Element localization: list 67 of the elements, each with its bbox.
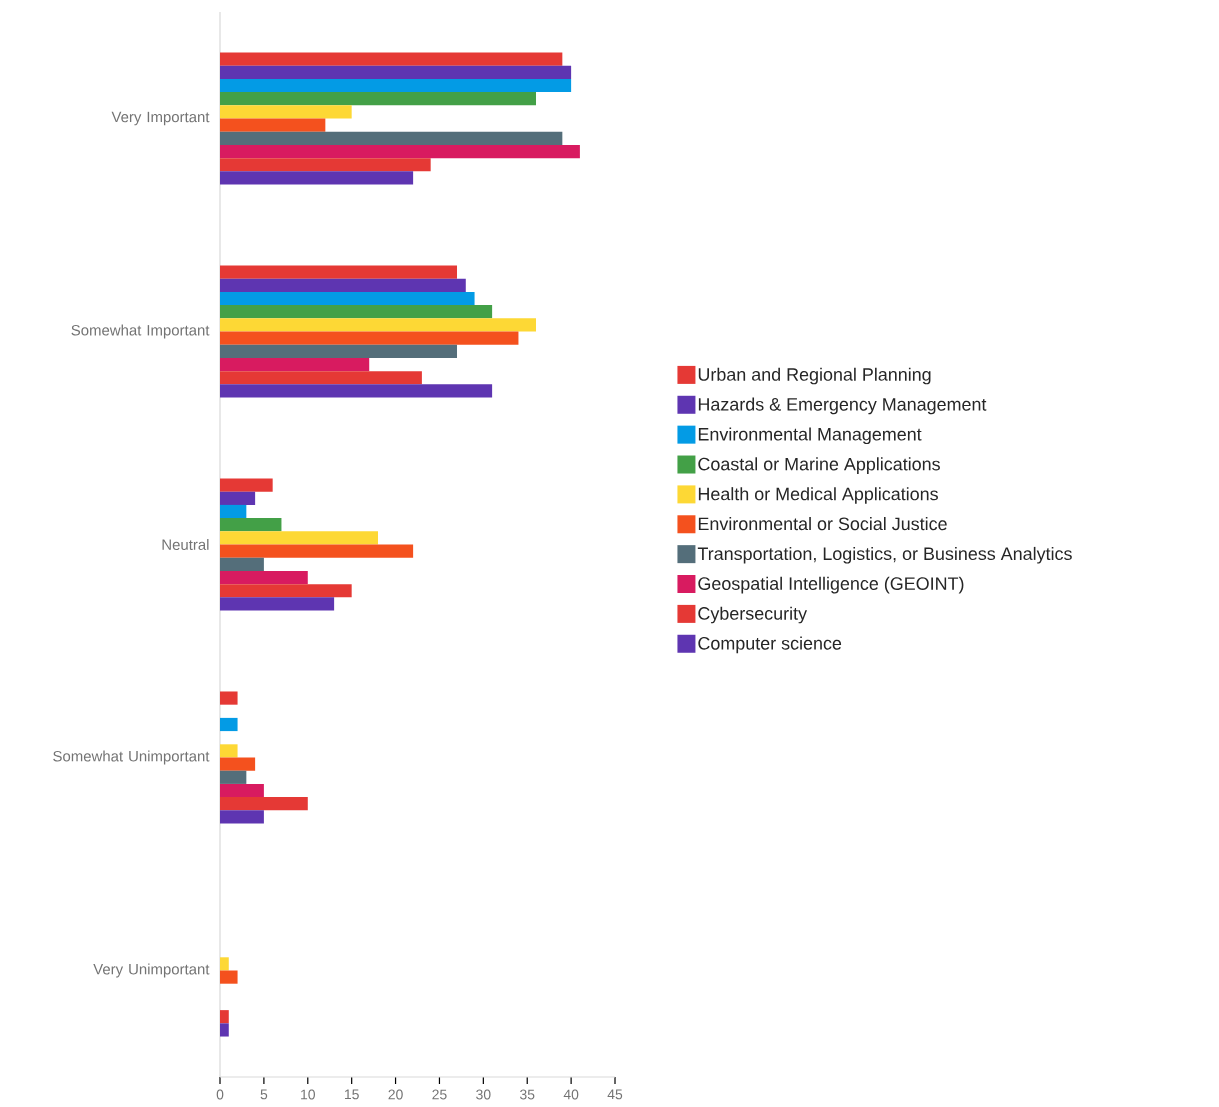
legend-label: Cybersecurity: [698, 606, 808, 624]
x-tick-label: 20: [388, 1089, 403, 1100]
bar: [220, 265, 458, 279]
bar: [220, 717, 238, 732]
legend-label: Environmental or Social Justice: [698, 517, 947, 531]
legend-label: Health or Medical Applications: [698, 487, 938, 504]
bar: [220, 52, 563, 66]
x-tick-label: 15: [344, 1089, 359, 1100]
bar: [220, 584, 352, 598]
legend-label: Urban and Regional Planning: [698, 367, 931, 385]
bar: [220, 757, 256, 771]
y-tick-label: Very Unimportant: [93, 963, 210, 978]
bar: [220, 518, 282, 532]
bar: [220, 504, 247, 519]
bar: [220, 1023, 229, 1037]
x-tick-label: 10: [301, 1089, 315, 1100]
bar: [220, 783, 264, 798]
bar: [220, 970, 238, 984]
bar: [220, 318, 537, 332]
bar: [220, 744, 238, 758]
bar: [220, 357, 370, 372]
bar: [220, 544, 414, 558]
bar: [220, 131, 563, 145]
x-tick-label: 5: [260, 1089, 268, 1100]
y-tick-label: Somewhat Important: [71, 324, 210, 339]
bar: [220, 78, 572, 93]
bar: [220, 291, 475, 306]
legend-label: Hazards & Emergency Management: [698, 397, 987, 415]
x-tick-label: 0: [216, 1089, 224, 1100]
bar: [220, 118, 326, 132]
x-tick-label: 30: [476, 1089, 491, 1100]
bar: [220, 278, 466, 292]
x-tick-label: 35: [520, 1089, 535, 1100]
bar: [220, 531, 379, 545]
legend-label: Computer science: [698, 636, 842, 654]
legend-label: Coastal or Marine Applications: [698, 457, 940, 474]
bar: [220, 491, 256, 505]
bar: [220, 144, 580, 159]
bar: [220, 557, 264, 571]
x-tick-label: 25: [432, 1089, 447, 1100]
bar: [220, 371, 422, 385]
y-tick-label: Neutral: [162, 539, 209, 550]
legend-label: Geospatial Intelligence (GEOINT): [698, 576, 964, 594]
bar: [220, 105, 352, 119]
x-tick-label: 40: [563, 1089, 579, 1100]
bar: [220, 957, 229, 971]
y-tick-label: Very Important: [111, 111, 210, 126]
bar: [220, 92, 537, 106]
bar: [220, 158, 431, 172]
bar: [220, 384, 493, 398]
bar: [220, 797, 308, 811]
bar: [220, 570, 308, 585]
bar: [220, 331, 519, 345]
y-tick-label: Somewhat Unimportant: [53, 750, 210, 765]
bar: [220, 65, 572, 79]
x-tick-label: 45: [607, 1089, 623, 1100]
bar: [220, 305, 493, 319]
bar: [220, 344, 458, 358]
bar: [220, 171, 414, 185]
bar: [220, 810, 264, 824]
bar: [220, 597, 335, 611]
bar: [220, 691, 238, 705]
bar: [220, 770, 247, 784]
legend-label: Transportation, Logistics, or Business Analytics: [697, 546, 1072, 564]
bar: [220, 1010, 229, 1024]
legend-label: Environmental Management: [698, 427, 922, 445]
bar: [220, 478, 273, 492]
